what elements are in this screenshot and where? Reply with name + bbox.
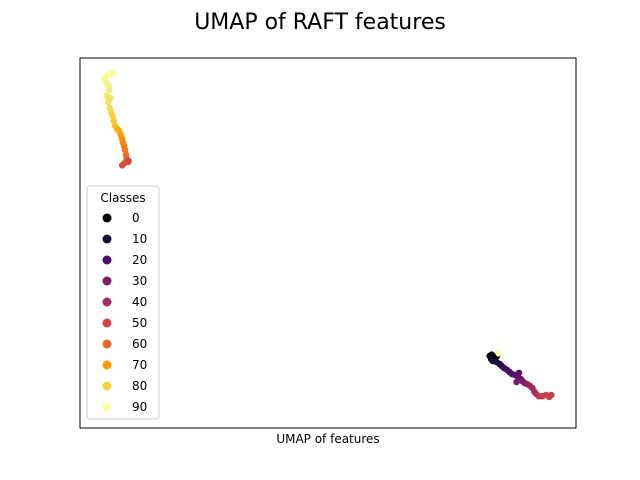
scatter-point bbox=[109, 69, 117, 77]
scatter-point bbox=[547, 391, 555, 399]
scatter-point bbox=[495, 350, 502, 357]
plot-area bbox=[79, 57, 577, 429]
legend-marker bbox=[102, 276, 112, 286]
legend: Classes 0 10 20 30 40 50 60 70 80 90 bbox=[86, 185, 160, 420]
legend-label: 0 bbox=[132, 211, 140, 225]
legend-label: 40 bbox=[132, 295, 147, 309]
legend-label: 30 bbox=[132, 274, 147, 288]
legend-label: 80 bbox=[132, 379, 147, 393]
legend-marker bbox=[102, 234, 112, 244]
legend-label: 10 bbox=[132, 232, 147, 246]
scatter-point bbox=[118, 162, 126, 169]
x-axis-label: UMAP of features bbox=[276, 432, 379, 446]
scatter-points bbox=[101, 69, 555, 401]
legend-label: 70 bbox=[132, 358, 147, 372]
legend-marker bbox=[102, 381, 112, 391]
legend-marker bbox=[102, 402, 112, 412]
legend-marker bbox=[102, 255, 112, 265]
scatter-point bbox=[515, 369, 523, 377]
legend-box bbox=[86, 185, 160, 420]
legend-label: 90 bbox=[132, 400, 147, 414]
legend-label: 50 bbox=[132, 316, 147, 330]
legend-label: 60 bbox=[132, 337, 147, 351]
legend-title: Classes bbox=[100, 191, 145, 205]
legend-marker bbox=[102, 360, 112, 370]
scatter-point bbox=[125, 157, 132, 165]
scatter-point bbox=[513, 378, 520, 386]
scatter-point bbox=[106, 86, 113, 94]
legend-entries: 0 10 20 30 40 50 60 70 80 90 bbox=[102, 211, 147, 414]
legend-marker bbox=[102, 297, 112, 307]
legend-label: 20 bbox=[132, 253, 147, 267]
legend-marker bbox=[102, 213, 112, 223]
chart-title: UMAP of RAFT features bbox=[194, 10, 446, 35]
scatter-point bbox=[110, 117, 117, 125]
scatter-point bbox=[105, 98, 112, 106]
legend-marker bbox=[102, 339, 112, 349]
legend-marker bbox=[102, 318, 112, 328]
